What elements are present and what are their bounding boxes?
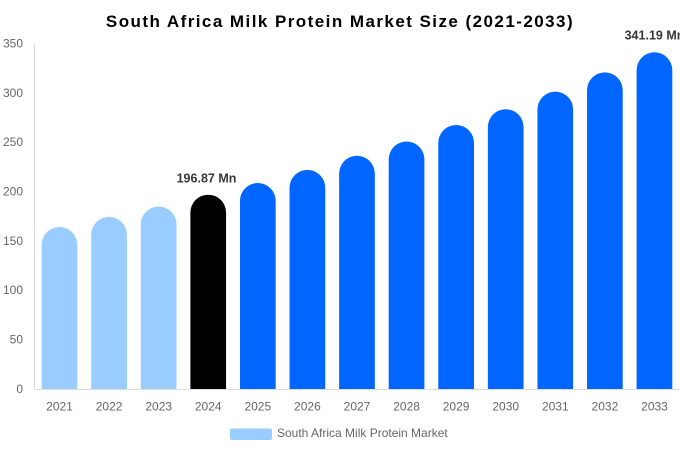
svg-text:100: 100 bbox=[3, 283, 23, 297]
svg-text:2021: 2021 bbox=[46, 400, 73, 414]
svg-text:2028: 2028 bbox=[393, 400, 420, 414]
svg-text:2024: 2024 bbox=[195, 400, 222, 414]
svg-text:2029: 2029 bbox=[443, 400, 470, 414]
svg-text:250: 250 bbox=[3, 135, 23, 149]
svg-text:2022: 2022 bbox=[96, 400, 123, 414]
svg-text:2032: 2032 bbox=[592, 400, 619, 414]
svg-text:2027: 2027 bbox=[344, 400, 371, 414]
svg-text:200: 200 bbox=[3, 185, 23, 199]
svg-text:350: 350 bbox=[3, 36, 23, 50]
svg-text:South Africa Milk Protein Mark: South Africa Milk Protein Market bbox=[277, 426, 448, 440]
svg-text:South Africa Milk Protein Mark: South Africa Milk Protein Market Size (2… bbox=[106, 12, 574, 31]
svg-text:2025: 2025 bbox=[244, 400, 271, 414]
svg-text:300: 300 bbox=[3, 86, 23, 100]
svg-text:2026: 2026 bbox=[294, 400, 321, 414]
svg-text:2030: 2030 bbox=[492, 400, 519, 414]
svg-text:2033: 2033 bbox=[641, 400, 668, 414]
svg-text:341.19 Mn: 341.19 Mn bbox=[625, 29, 680, 43]
svg-text:50: 50 bbox=[10, 333, 24, 347]
svg-text:0: 0 bbox=[16, 382, 23, 396]
svg-text:150: 150 bbox=[3, 234, 23, 248]
svg-text:2023: 2023 bbox=[145, 400, 172, 414]
svg-text:196.87 Mn: 196.87 Mn bbox=[177, 172, 237, 186]
svg-text:2031: 2031 bbox=[542, 400, 569, 414]
